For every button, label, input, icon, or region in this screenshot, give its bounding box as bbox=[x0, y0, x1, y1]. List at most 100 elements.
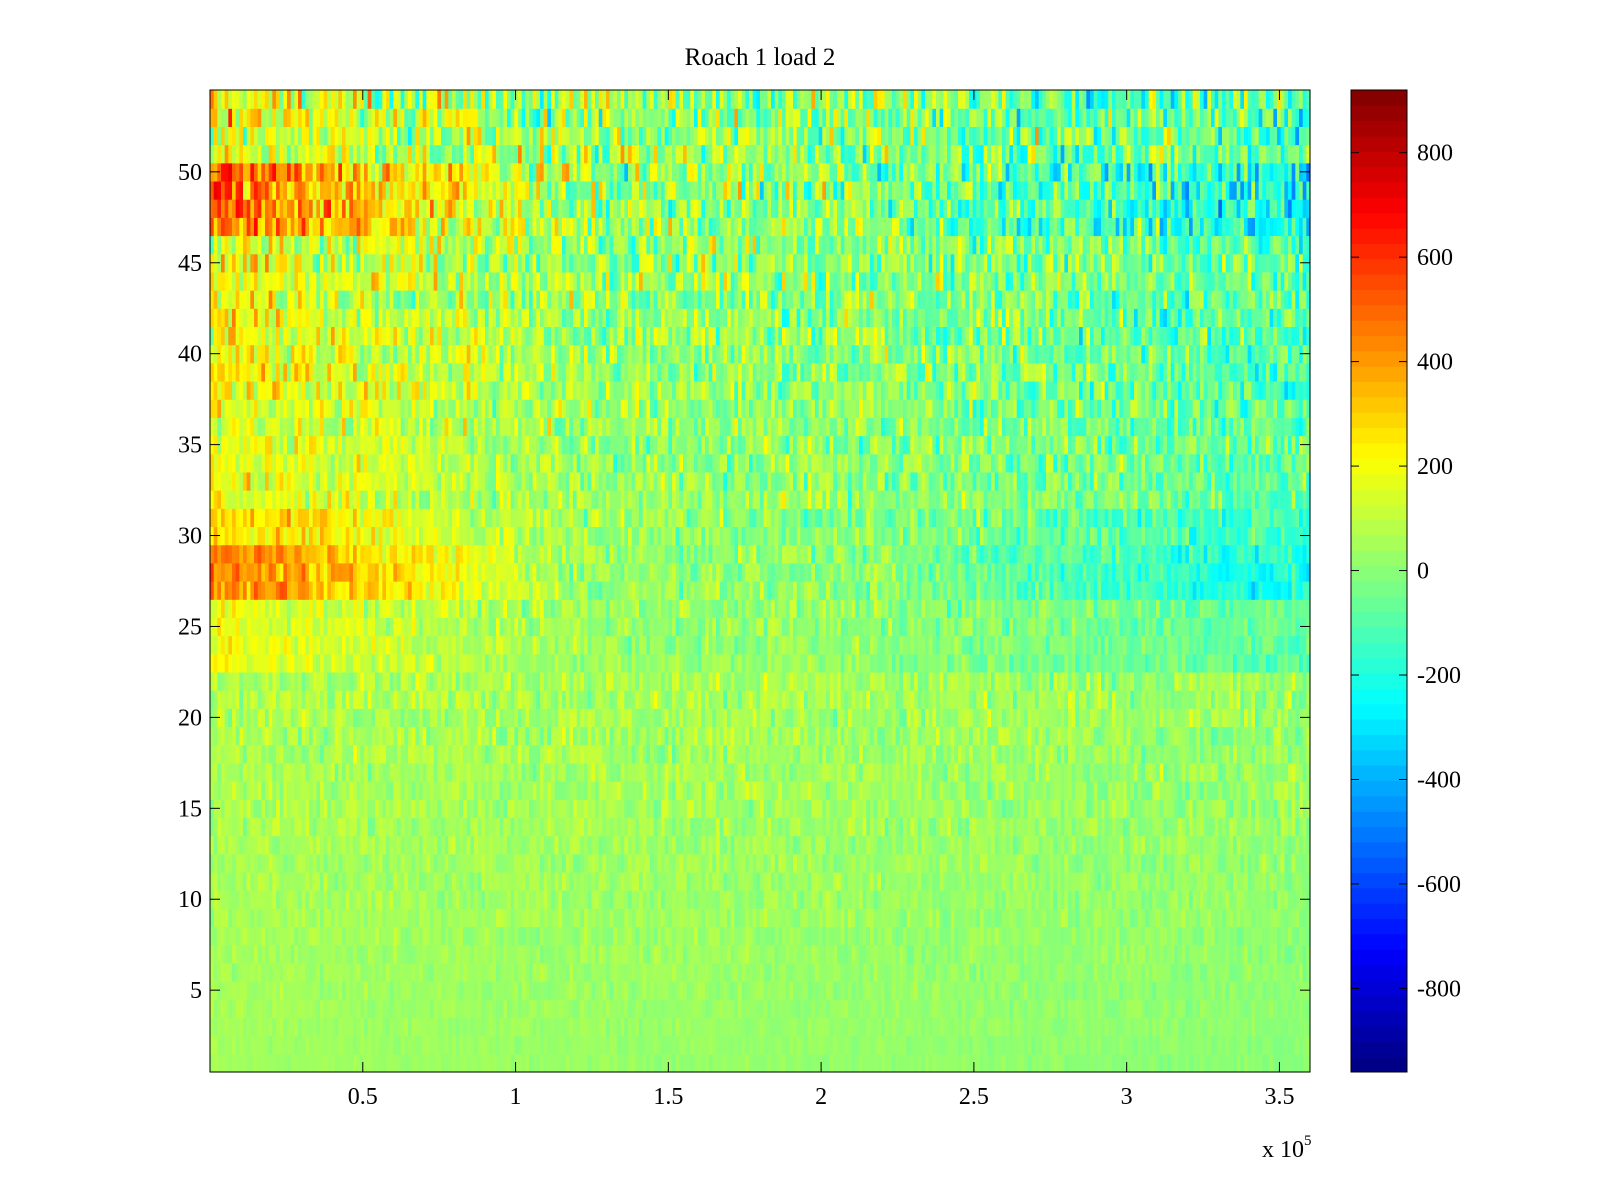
heatmap-cell bbox=[650, 799, 655, 819]
heatmap-cell bbox=[356, 871, 361, 891]
heatmap-cell bbox=[331, 962, 336, 982]
heatmap-cell bbox=[719, 762, 724, 782]
heatmap-cell bbox=[719, 781, 724, 800]
heatmap-cell bbox=[1148, 962, 1153, 982]
heatmap-cell bbox=[1181, 908, 1186, 928]
heatmap-cell bbox=[221, 762, 226, 782]
heatmap-cell bbox=[664, 981, 669, 1000]
heatmap-cell bbox=[668, 1035, 673, 1055]
heatmap-cell bbox=[1042, 853, 1047, 873]
heatmap-cell bbox=[320, 890, 325, 909]
heatmap-cell bbox=[976, 817, 981, 837]
heatmap-cell bbox=[254, 799, 259, 819]
heatmap-cell bbox=[1115, 1035, 1120, 1055]
heatmap-cell bbox=[558, 799, 563, 819]
heatmap-cell bbox=[1233, 962, 1238, 982]
heatmap-cell bbox=[441, 999, 446, 1019]
heatmap-cell bbox=[1060, 1035, 1065, 1055]
heatmap-cell bbox=[261, 1017, 266, 1037]
heatmap-cell bbox=[298, 817, 303, 837]
heatmap-cell bbox=[965, 1017, 970, 1037]
heatmap-cell bbox=[635, 944, 640, 964]
heatmap-cell bbox=[488, 762, 493, 782]
heatmap-cell bbox=[921, 999, 926, 1019]
heatmap-cell bbox=[884, 799, 889, 819]
heatmap-cell bbox=[903, 1035, 908, 1055]
heatmap-cell bbox=[595, 817, 600, 837]
heatmap-cell bbox=[301, 853, 306, 873]
heatmap-cell bbox=[474, 1035, 479, 1055]
heatmap-cell bbox=[628, 999, 633, 1019]
heatmap-cell bbox=[661, 944, 666, 964]
heatmap-cell bbox=[459, 962, 464, 982]
heatmap-cell bbox=[345, 817, 350, 837]
heatmap-cell bbox=[1262, 1053, 1267, 1073]
heatmap-cell bbox=[804, 962, 809, 982]
heatmap-cell bbox=[1031, 871, 1036, 891]
heatmap-cell bbox=[1185, 781, 1190, 800]
heatmap-cell bbox=[1280, 817, 1285, 837]
heatmap-cell bbox=[382, 781, 387, 800]
heatmap-cell bbox=[679, 890, 684, 909]
heatmap-cell bbox=[1104, 944, 1109, 964]
heatmap-cell bbox=[536, 926, 541, 946]
heatmap-cell bbox=[829, 908, 834, 928]
heatmap-cell bbox=[587, 762, 592, 782]
heatmap-cell bbox=[569, 1017, 574, 1037]
heatmap-cell bbox=[466, 890, 471, 909]
heatmap-cell bbox=[360, 781, 365, 800]
heatmap-cell bbox=[789, 890, 794, 909]
heatmap-cell bbox=[331, 999, 336, 1019]
heatmap-cell bbox=[833, 962, 838, 982]
heatmap-cell bbox=[551, 962, 556, 982]
heatmap-cell bbox=[551, 781, 556, 800]
heatmap-cell bbox=[265, 890, 270, 909]
heatmap-cell bbox=[598, 944, 603, 964]
heatmap-cell bbox=[958, 981, 963, 1000]
heatmap-cell bbox=[972, 999, 977, 1019]
heatmap-cell bbox=[925, 962, 930, 982]
heatmap-cell bbox=[1024, 871, 1029, 891]
heatmap-cell bbox=[866, 1053, 871, 1073]
heatmap-cell bbox=[756, 835, 761, 855]
heatmap-cell bbox=[290, 999, 295, 1019]
heatmap-cell bbox=[734, 999, 739, 1019]
heatmap-cell bbox=[980, 962, 985, 982]
heatmap-cell bbox=[866, 835, 871, 855]
heatmap-cell bbox=[1170, 1053, 1175, 1073]
heatmap-cell bbox=[763, 926, 768, 946]
heatmap-cell bbox=[591, 999, 596, 1019]
heatmap-cell bbox=[481, 926, 486, 946]
heatmap-cell bbox=[327, 762, 332, 782]
heatmap-cell bbox=[895, 981, 900, 1000]
heatmap-cell bbox=[866, 890, 871, 909]
heatmap-cell bbox=[969, 799, 974, 819]
heatmap-cell bbox=[606, 1017, 611, 1037]
heatmap-cell bbox=[1196, 981, 1201, 1000]
heatmap-cell bbox=[580, 908, 585, 928]
heatmap-cell bbox=[738, 762, 743, 782]
heatmap-cell bbox=[210, 835, 215, 855]
heatmap-cell bbox=[265, 944, 270, 964]
heatmap-cell bbox=[485, 1053, 490, 1073]
heatmap-cell bbox=[1266, 871, 1271, 891]
heatmap-cell bbox=[551, 1017, 556, 1037]
heatmap-cell bbox=[716, 817, 721, 837]
heatmap-cell bbox=[1082, 962, 1087, 982]
heatmap-cell bbox=[331, 835, 336, 855]
heatmap-cell bbox=[844, 926, 849, 946]
heatmap-cell bbox=[818, 890, 823, 909]
heatmap-cell bbox=[1291, 1053, 1296, 1073]
heatmap-cell bbox=[1075, 926, 1080, 946]
heatmap-cell bbox=[389, 871, 394, 891]
heatmap-cell bbox=[1196, 1035, 1201, 1055]
heatmap-cell bbox=[595, 799, 600, 819]
heatmap-cell bbox=[1075, 908, 1080, 928]
heatmap-cell bbox=[1211, 1035, 1216, 1055]
heatmap-cell bbox=[1273, 871, 1278, 891]
heatmap-cell bbox=[624, 835, 629, 855]
heatmap-cell bbox=[419, 1053, 424, 1073]
heatmap-cell bbox=[287, 1017, 292, 1037]
heatmap-cell bbox=[965, 853, 970, 873]
heatmap-cell bbox=[796, 817, 801, 837]
